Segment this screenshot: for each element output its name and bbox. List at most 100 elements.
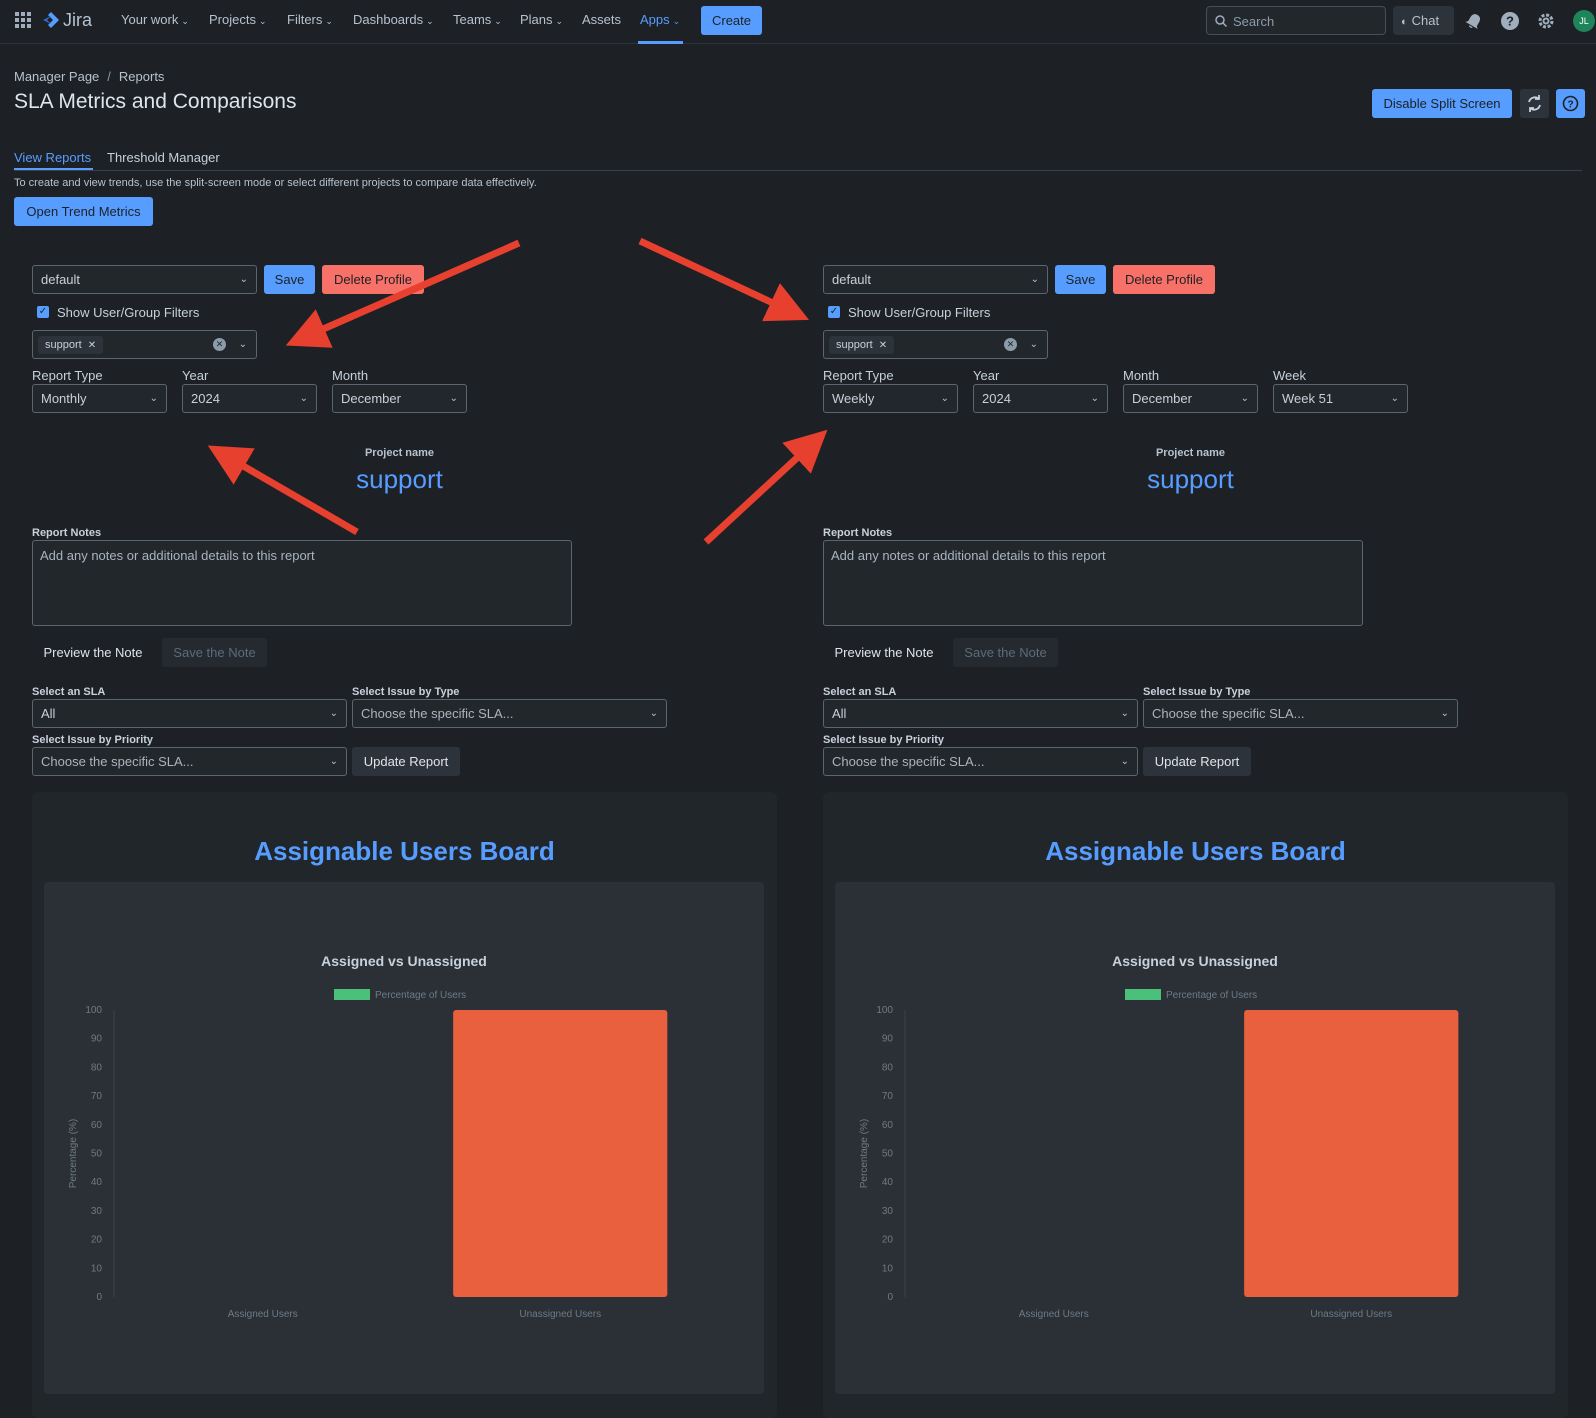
y-tick-label: 0 bbox=[96, 1292, 102, 1303]
issue-priority-select[interactable]: Choose the specific SLA... ⌄ bbox=[823, 747, 1138, 776]
nav-assets[interactable]: Assets bbox=[582, 12, 622, 27]
question-circle-icon: ? bbox=[1562, 95, 1579, 112]
issue-type-select[interactable]: Choose the specific SLA... ⌄ bbox=[352, 699, 667, 728]
nav-your-work[interactable]: Your work ⌄ bbox=[121, 12, 189, 27]
create-button[interactable]: Create bbox=[701, 6, 762, 35]
nav-apps[interactable]: Apps ⌄ bbox=[640, 12, 681, 27]
chevron-down-icon: ⌄ bbox=[1120, 756, 1129, 767]
save-profile-button[interactable]: Save bbox=[1055, 265, 1106, 294]
remove-chip-icon[interactable]: ✕ bbox=[87, 340, 97, 351]
delete-profile-button[interactable]: Delete Profile bbox=[322, 265, 424, 294]
show-filters-label: Show User/Group Filters bbox=[848, 305, 991, 320]
settings-gear-icon[interactable] bbox=[1535, 10, 1557, 32]
x-tick-label: Unassigned Users bbox=[1310, 1309, 1392, 1320]
chevron-down-icon: ⌄ bbox=[325, 16, 333, 26]
report-type-select[interactable]: Weekly ⌄ bbox=[823, 384, 958, 413]
nav-projects[interactable]: Projects ⌄ bbox=[209, 12, 267, 27]
y-tick-label: 90 bbox=[91, 1034, 103, 1045]
delete-profile-button[interactable]: Delete Profile bbox=[1113, 265, 1215, 294]
user-group-filter-select[interactable]: support ✕ ✕ ⌄ bbox=[32, 330, 257, 359]
chevron-down-icon: ⌄ bbox=[649, 708, 658, 719]
search-input[interactable] bbox=[1233, 12, 1383, 30]
select-issue-priority-label: Select Issue by Priority bbox=[823, 734, 945, 746]
user-avatar[interactable]: JL bbox=[1573, 10, 1595, 32]
week-select[interactable]: Week 51 ⌄ bbox=[1273, 384, 1408, 413]
svg-text:?: ? bbox=[1567, 100, 1573, 111]
y-tick-label: 20 bbox=[882, 1235, 894, 1246]
chevron-down-icon: ⌄ bbox=[299, 393, 308, 404]
assignable-users-card: Assignable Users Board Assigned vs Unass… bbox=[32, 792, 777, 1418]
month-select[interactable]: December ⌄ bbox=[1123, 384, 1258, 413]
select-sla-label: Select an SLA bbox=[823, 686, 897, 698]
report-notes-textarea[interactable] bbox=[33, 541, 571, 625]
y-tick-label: 60 bbox=[91, 1120, 103, 1131]
profile-select[interactable]: default ⌄ bbox=[823, 265, 1048, 294]
issue-type-select[interactable]: Choose the specific SLA... ⌄ bbox=[1143, 699, 1458, 728]
nav-plans[interactable]: Plans ⌄ bbox=[520, 12, 564, 27]
project-name-label: Project name bbox=[1155, 447, 1226, 459]
show-filters-checkbox[interactable]: ✓ bbox=[828, 306, 840, 318]
preview-note-button[interactable]: Preview the Note bbox=[834, 645, 934, 660]
x-tick-label: Unassigned Users bbox=[519, 1309, 601, 1320]
year-label: Year bbox=[973, 368, 1000, 383]
save-note-button[interactable]: Save the Note bbox=[162, 638, 267, 667]
report-type-select[interactable]: Monthly ⌄ bbox=[32, 384, 167, 413]
clear-icon[interactable]: ✕ bbox=[213, 338, 226, 351]
show-filters-checkbox[interactable]: ✓ bbox=[37, 306, 49, 318]
notifications-icon[interactable] bbox=[1463, 10, 1485, 32]
filter-chip: support ✕ bbox=[38, 336, 104, 354]
update-report-button[interactable]: Update Report bbox=[352, 747, 460, 776]
y-tick-label: 60 bbox=[882, 1120, 894, 1131]
remove-chip-icon[interactable]: ✕ bbox=[878, 340, 888, 351]
tab-view-reports[interactable]: View Reports bbox=[14, 150, 92, 165]
year-select[interactable]: 2024 ⌄ bbox=[182, 384, 317, 413]
open-trend-metrics-button[interactable]: Open Trend Metrics bbox=[14, 197, 153, 226]
search-field[interactable] bbox=[1206, 6, 1386, 35]
jira-wordmark[interactable]: Jira bbox=[63, 10, 93, 30]
nav-dashboards[interactable]: Dashboards ⌄ bbox=[353, 12, 434, 27]
y-tick-label: 30 bbox=[882, 1206, 894, 1217]
user-group-filter-select[interactable]: support ✕ ✕ ⌄ bbox=[823, 330, 1048, 359]
filter-chip: support ✕ bbox=[829, 336, 895, 354]
sla-select[interactable]: All ⌄ bbox=[32, 699, 347, 728]
year-select[interactable]: 2024 ⌄ bbox=[973, 384, 1108, 413]
report-notes-field[interactable] bbox=[823, 540, 1363, 626]
chat-button[interactable]: ◐ Chat bbox=[1393, 6, 1454, 35]
breadcrumb-manager-page[interactable]: Manager Page bbox=[14, 69, 100, 84]
save-profile-button[interactable]: Save bbox=[264, 265, 315, 294]
update-report-button[interactable]: Update Report bbox=[1143, 747, 1251, 776]
active-nav-indicator bbox=[638, 41, 683, 44]
save-note-button[interactable]: Save the Note bbox=[953, 638, 1058, 667]
app-switcher-icon[interactable] bbox=[15, 12, 31, 28]
nav-teams[interactable]: Teams ⌄ bbox=[453, 12, 502, 27]
clear-icon[interactable]: ✕ bbox=[1004, 338, 1017, 351]
preview-note-button[interactable]: Preview the Note bbox=[43, 645, 143, 660]
info-button[interactable]: ? bbox=[1556, 89, 1585, 118]
split-screen-hint: To create and view trends, use the split… bbox=[14, 177, 537, 189]
report-type-label: Report Type bbox=[32, 368, 103, 383]
jira-logo-icon[interactable] bbox=[42, 11, 60, 29]
refresh-button[interactable] bbox=[1520, 89, 1549, 118]
y-axis-label: Percentage (%) bbox=[859, 1119, 870, 1188]
chevron-down-icon: ⌄ bbox=[555, 16, 564, 26]
month-label: Month bbox=[1123, 368, 1160, 383]
help-icon[interactable]: ? bbox=[1499, 10, 1521, 32]
tab-threshold-manager[interactable]: Threshold Manager bbox=[107, 150, 220, 165]
month-select[interactable]: December ⌄ bbox=[332, 384, 467, 413]
top-navigation: Jira Your work ⌄ Projects ⌄ Filters ⌄ Dashb… bbox=[0, 0, 1596, 44]
week-label: Week bbox=[1273, 368, 1306, 383]
project-name-label: Project name bbox=[364, 447, 435, 459]
y-tick-label: 80 bbox=[91, 1062, 103, 1073]
issue-priority-select[interactable]: Choose the specific SLA... ⌄ bbox=[32, 747, 347, 776]
disable-split-screen-button[interactable]: Disable Split Screen bbox=[1372, 89, 1512, 118]
report-panel-right: default ⌄ Save Delete Profile ✓ Show User/Gro… bbox=[823, 0, 1596, 1418]
sla-select[interactable]: All ⌄ bbox=[823, 699, 1138, 728]
profile-select[interactable]: default ⌄ bbox=[32, 265, 257, 294]
bar bbox=[1244, 1010, 1459, 1297]
check-icon: ✓ bbox=[829, 306, 839, 317]
breadcrumb-reports[interactable]: Reports bbox=[118, 69, 165, 84]
report-notes-field[interactable] bbox=[32, 540, 572, 626]
nav-filters[interactable]: Filters ⌄ bbox=[287, 12, 333, 27]
report-notes-textarea[interactable] bbox=[824, 541, 1362, 625]
assignable-users-card: Assignable Users Board Assigned vs Unass… bbox=[823, 792, 1568, 1418]
